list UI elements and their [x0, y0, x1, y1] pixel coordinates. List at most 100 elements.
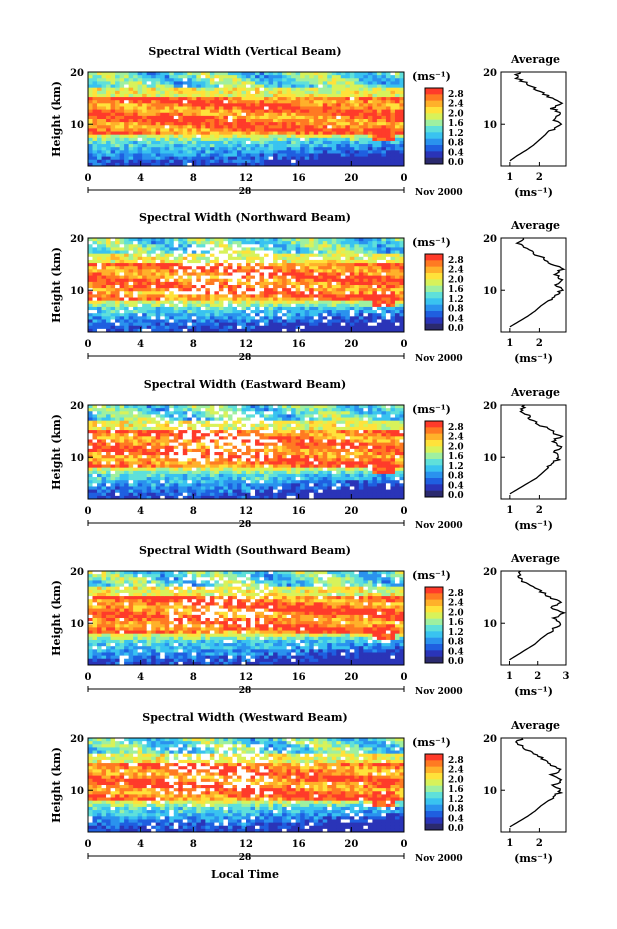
heatmap-cell	[173, 303, 179, 308]
heatmap-cell	[92, 106, 98, 110]
heatmap-cell	[151, 423, 157, 428]
heatmap-cell	[88, 306, 93, 311]
heatmap-cell	[128, 291, 134, 295]
heatmap-cell	[277, 119, 283, 123]
heatmap-cell	[110, 455, 116, 459]
heatmap-cell	[110, 417, 116, 422]
heatmap-cell	[246, 247, 251, 251]
heatmap-cell	[133, 328, 139, 333]
heatmap-cell	[318, 131, 324, 136]
heatmap-cell	[286, 247, 292, 251]
heatmap-cell	[142, 285, 148, 289]
heatmap-cell	[196, 288, 202, 292]
heatmap-cell	[300, 297, 306, 302]
heatmap-cell	[133, 486, 139, 490]
heatmap-cell	[124, 112, 130, 117]
heatmap-cell	[300, 93, 306, 98]
heatmap-cell	[101, 417, 107, 422]
heatmap-cell	[345, 106, 351, 110]
heatmap-cell	[336, 93, 342, 98]
heatmap-cell	[363, 87, 369, 92]
heatmap-cell	[137, 430, 143, 434]
heatmap-cell	[155, 119, 161, 123]
heatmap-cell	[345, 328, 351, 333]
heatmap-cell	[101, 125, 107, 129]
heatmap-cell	[133, 436, 139, 440]
heatmap-cell	[385, 103, 391, 107]
heatmap-cell	[309, 244, 315, 248]
heatmap-cell	[205, 131, 211, 136]
heatmap-cell	[124, 436, 130, 440]
heatmap-cell	[169, 84, 175, 89]
heatmap-cell	[196, 285, 202, 289]
heatmap-cell	[151, 313, 157, 317]
heatmap-cell	[205, 75, 211, 79]
heatmap-cell	[340, 75, 346, 79]
heatmap-cell	[327, 278, 333, 283]
heatmap-cell	[196, 291, 202, 295]
heatmap-cell	[106, 433, 111, 437]
heatmap-cell	[399, 97, 405, 101]
heatmap-cell	[309, 90, 315, 95]
heatmap-cell	[363, 153, 369, 157]
heatmap-cell	[286, 159, 292, 164]
heatmap-cell	[142, 109, 148, 114]
heatmap-cell	[264, 90, 269, 95]
heatmap-cell	[250, 153, 256, 157]
heatmap-cell	[268, 156, 274, 161]
heatmap-cell	[182, 150, 188, 154]
heatmap-cell	[367, 125, 373, 129]
heatmap-cell	[390, 100, 396, 104]
heatmap-cell	[205, 72, 211, 76]
heatmap-cell	[354, 90, 360, 95]
heatmap-cell	[187, 414, 193, 418]
heatmap-cell	[268, 310, 274, 314]
heatmap-cell	[331, 106, 337, 110]
heatmap-cell	[142, 97, 148, 101]
heatmap-cell	[124, 448, 130, 453]
heatmap-cell	[178, 477, 184, 481]
heatmap-cell	[322, 109, 328, 114]
heatmap-cell	[88, 433, 93, 437]
heatmap-cell	[394, 119, 400, 123]
heatmap-cell	[250, 244, 256, 248]
heatmap-cell	[327, 263, 333, 267]
heatmap-cell	[255, 119, 260, 123]
heatmap-cell	[250, 84, 256, 89]
heatmap-cell	[349, 278, 355, 283]
heatmap-cell	[349, 247, 355, 251]
heatmap-cell	[106, 78, 111, 82]
heatmap-cell	[218, 256, 224, 261]
heatmap-cell	[115, 269, 120, 273]
heatmap-cell	[322, 263, 328, 267]
heatmap-cell	[151, 266, 157, 270]
heatmap-cell	[250, 238, 256, 242]
heatmap-cell	[137, 93, 143, 98]
heatmap-cell	[259, 162, 265, 167]
heatmap-cell	[106, 445, 111, 450]
heatmap-cell	[160, 140, 166, 145]
heatmap-cell	[227, 297, 233, 302]
heatmap-cell	[115, 430, 120, 434]
heatmap-cell	[277, 122, 283, 126]
heatmap-cell	[214, 250, 220, 255]
heatmap-cell	[327, 322, 333, 327]
heatmap-cell	[191, 316, 197, 320]
heatmap-cell	[92, 84, 98, 89]
heatmap-cell	[264, 281, 269, 286]
heatmap-cell	[133, 140, 139, 145]
heatmap-cell	[133, 297, 139, 302]
heatmap-cell	[264, 150, 269, 154]
heatmap-cell	[385, 313, 391, 317]
heatmap-cell	[209, 115, 215, 120]
heatmap-cell	[273, 319, 278, 323]
heatmap-cell	[182, 322, 188, 327]
heatmap-cell	[88, 408, 93, 412]
heatmap-cell	[115, 81, 120, 85]
heatmap-cell	[286, 259, 292, 264]
heatmap-cell	[151, 162, 157, 167]
heatmap-cell	[182, 442, 188, 447]
heatmap-cell	[182, 313, 188, 317]
heatmap-cell	[124, 455, 130, 459]
heatmap-cell	[241, 103, 247, 107]
